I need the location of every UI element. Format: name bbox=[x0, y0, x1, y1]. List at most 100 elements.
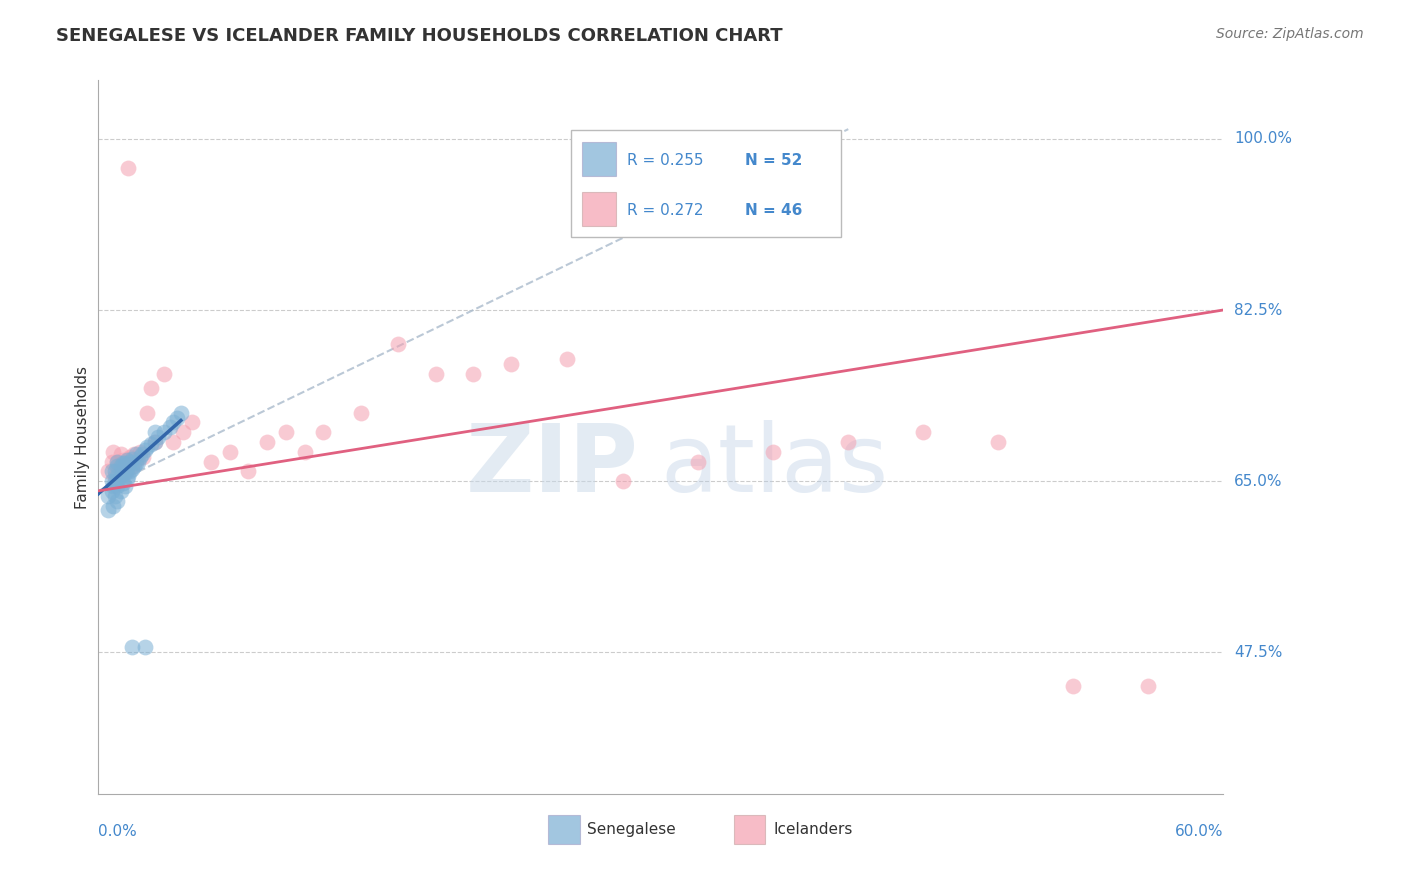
Point bbox=[114, 467, 136, 481]
Y-axis label: Family Households: Family Households bbox=[75, 366, 90, 508]
Point bbox=[912, 425, 935, 440]
Bar bbox=[734, 815, 765, 844]
Point bbox=[166, 410, 188, 425]
Point bbox=[170, 406, 193, 420]
Text: ZIP: ZIP bbox=[465, 419, 638, 512]
Point bbox=[153, 367, 176, 381]
Point bbox=[110, 447, 132, 461]
Point bbox=[115, 461, 138, 475]
Text: R = 0.272: R = 0.272 bbox=[627, 203, 703, 218]
Point bbox=[132, 450, 155, 464]
Point bbox=[120, 450, 142, 464]
Text: 0.0%: 0.0% bbox=[98, 824, 138, 839]
Point bbox=[111, 452, 134, 467]
Point bbox=[688, 454, 710, 468]
Point bbox=[120, 454, 142, 468]
Point bbox=[97, 503, 120, 517]
Point bbox=[111, 467, 134, 481]
Point bbox=[110, 483, 132, 498]
Point bbox=[256, 434, 278, 449]
Point bbox=[105, 479, 128, 493]
Point bbox=[143, 425, 166, 440]
Point bbox=[100, 483, 122, 498]
Point bbox=[104, 489, 127, 503]
Point bbox=[139, 381, 162, 395]
Point bbox=[387, 337, 409, 351]
Point bbox=[100, 474, 122, 488]
Text: R = 0.255: R = 0.255 bbox=[627, 153, 703, 168]
Point bbox=[172, 425, 194, 440]
Point bbox=[97, 464, 120, 478]
Point bbox=[125, 457, 148, 471]
Point bbox=[612, 474, 634, 488]
Point bbox=[128, 444, 150, 458]
Text: 60.0%: 60.0% bbox=[1175, 824, 1223, 839]
Point bbox=[131, 447, 153, 461]
Bar bbox=[582, 192, 616, 227]
Point bbox=[115, 452, 138, 467]
Point bbox=[125, 447, 148, 461]
Point bbox=[114, 479, 136, 493]
Point bbox=[122, 459, 145, 474]
Text: atlas: atlas bbox=[661, 419, 889, 512]
Text: 47.5%: 47.5% bbox=[1234, 645, 1282, 660]
Point bbox=[153, 425, 176, 440]
Point bbox=[312, 425, 335, 440]
Point bbox=[100, 454, 122, 468]
Point bbox=[200, 454, 222, 468]
Point bbox=[104, 474, 127, 488]
Point bbox=[1137, 679, 1160, 693]
Point bbox=[136, 406, 159, 420]
Point bbox=[121, 451, 143, 466]
Point bbox=[120, 464, 142, 478]
Text: Icelanders: Icelanders bbox=[773, 822, 852, 837]
Point bbox=[117, 469, 139, 483]
Point bbox=[122, 447, 145, 461]
Point bbox=[114, 464, 136, 478]
Point bbox=[105, 493, 128, 508]
Point bbox=[555, 351, 578, 366]
Point bbox=[128, 450, 150, 464]
Point bbox=[108, 459, 131, 474]
Point bbox=[117, 161, 139, 176]
Point bbox=[181, 416, 204, 430]
Text: SENEGALESE VS ICELANDER FAMILY HOUSEHOLDS CORRELATION CHART: SENEGALESE VS ICELANDER FAMILY HOUSEHOLD… bbox=[56, 27, 783, 45]
Point bbox=[218, 444, 240, 458]
Point bbox=[143, 434, 166, 449]
Point bbox=[105, 454, 128, 468]
Text: 100.0%: 100.0% bbox=[1234, 131, 1292, 146]
Point bbox=[1062, 679, 1084, 693]
Bar bbox=[582, 142, 616, 176]
Point bbox=[238, 464, 260, 478]
Point bbox=[114, 457, 136, 471]
Point bbox=[97, 489, 120, 503]
Point bbox=[121, 640, 143, 655]
Text: 65.0%: 65.0% bbox=[1234, 474, 1282, 489]
Point bbox=[134, 640, 156, 655]
Point bbox=[294, 444, 316, 458]
Text: 82.5%: 82.5% bbox=[1234, 302, 1282, 318]
Point bbox=[105, 454, 128, 468]
Point bbox=[463, 367, 485, 381]
Point bbox=[111, 476, 134, 491]
Point bbox=[103, 479, 125, 493]
Point bbox=[110, 469, 132, 483]
Point bbox=[117, 458, 139, 472]
Point bbox=[117, 457, 139, 471]
Point bbox=[121, 459, 143, 474]
Point bbox=[115, 472, 138, 486]
Text: Senegalese: Senegalese bbox=[586, 822, 675, 837]
Point bbox=[162, 416, 184, 430]
Point bbox=[159, 420, 181, 434]
Point bbox=[987, 434, 1010, 449]
Text: N = 52: N = 52 bbox=[745, 153, 803, 168]
Point bbox=[125, 452, 148, 467]
Point bbox=[103, 444, 125, 458]
Point bbox=[162, 434, 184, 449]
Point bbox=[115, 452, 138, 467]
Point bbox=[121, 462, 143, 476]
Bar bbox=[548, 815, 579, 844]
Point bbox=[274, 425, 297, 440]
Point bbox=[143, 434, 166, 449]
Point bbox=[105, 459, 128, 474]
